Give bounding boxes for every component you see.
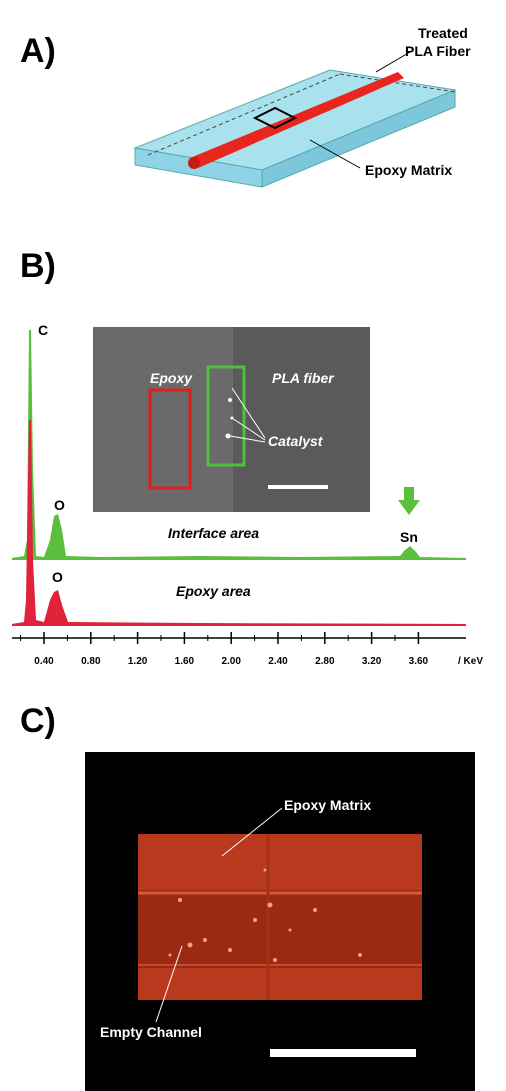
- circle: [288, 928, 292, 932]
- tick-label: 2.40: [268, 656, 288, 667]
- axis-ticks: 0.40 0.80 1.20 1.60 2.00 2.40 2.80 3.20 3.60: [20, 632, 429, 667]
- peak-label: O: [52, 569, 63, 585]
- particles: [168, 868, 362, 962]
- axis-unit: / KeV: [458, 656, 483, 667]
- sem-epoxy-region: [93, 327, 233, 512]
- fiber-end: [188, 157, 200, 169]
- circle: [168, 953, 172, 957]
- interface-spectrum: [12, 330, 466, 560]
- channel-label: Empty Channel: [100, 1024, 202, 1040]
- circle: [228, 948, 232, 952]
- circle: [187, 942, 193, 948]
- catalyst-pointer: [231, 417, 266, 441]
- tick-label: 3.20: [362, 656, 382, 667]
- inset-label: Epoxy: [150, 370, 193, 386]
- leader-line: [221, 807, 283, 857]
- spectrum-label: Interface area: [168, 525, 259, 541]
- hidden-edge: [339, 73, 456, 93]
- panel-label: A): [20, 32, 56, 70]
- tick-label: 3.60: [409, 656, 429, 667]
- peak-label: C: [38, 322, 48, 338]
- circle: [263, 868, 267, 872]
- leader-line: [155, 945, 183, 1023]
- inset-label: Catalyst: [268, 433, 324, 449]
- epoxy-spectrum: [12, 420, 466, 626]
- circle: [273, 958, 277, 962]
- circle: [313, 908, 317, 912]
- circle: [203, 938, 207, 942]
- matrix-label: Epoxy Matrix: [284, 797, 371, 813]
- catalyst-pointer: [229, 435, 266, 443]
- selection-box: [252, 106, 298, 130]
- tick-label: 1.20: [128, 656, 148, 667]
- panel-label: B): [20, 247, 56, 285]
- panel-label: C): [20, 702, 56, 740]
- tick-label: 2.80: [315, 656, 335, 667]
- peak-label: O: [54, 497, 65, 513]
- fiber-label: PLA Fiber: [405, 43, 471, 59]
- epoxy-box: [148, 388, 192, 490]
- slab-side: [261, 89, 456, 188]
- tick-label: 1.60: [175, 656, 195, 667]
- catalyst-dot: [228, 398, 232, 402]
- peak-label: Sn: [400, 529, 418, 545]
- catalyst-dot: [225, 433, 231, 439]
- fiber: [190, 72, 404, 168]
- catalyst-pointer: [231, 387, 266, 439]
- inset-label: PLA fiber: [272, 370, 335, 386]
- circle: [358, 953, 362, 957]
- leader-line: [309, 139, 361, 169]
- leader-line: [375, 51, 411, 73]
- matrix-label: Epoxy Matrix: [365, 162, 452, 178]
- circle: [253, 918, 257, 922]
- sn-arrow: [398, 487, 420, 515]
- tick-label: 2.00: [221, 656, 241, 667]
- tick-label: 0.40: [34, 656, 54, 667]
- interface-box: [206, 365, 246, 467]
- fiber-label: Treated: [418, 25, 468, 41]
- circle: [267, 902, 273, 908]
- spectrum-label: Epoxy area: [176, 583, 251, 599]
- channel-region: [138, 890, 422, 968]
- circle: [178, 898, 182, 902]
- tick-label: 0.80: [81, 656, 101, 667]
